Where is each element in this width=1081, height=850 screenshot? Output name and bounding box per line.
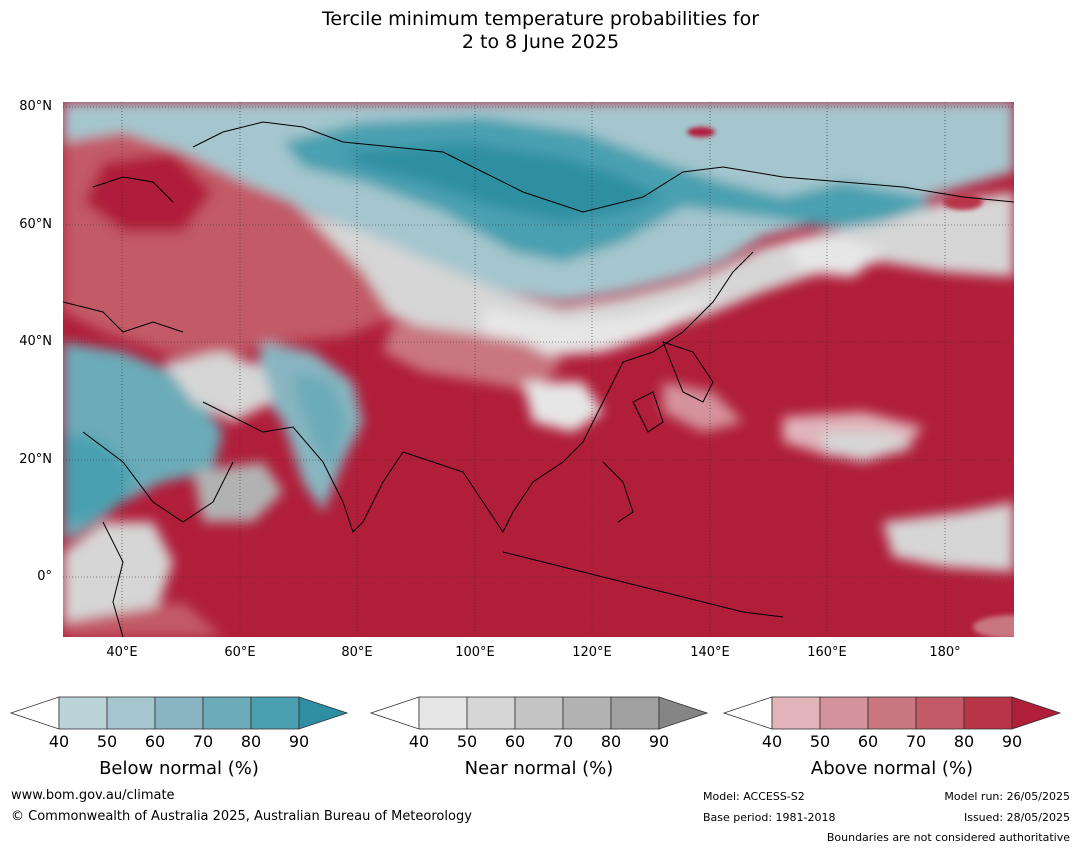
below-colorbar-segment-3 (154, 696, 204, 730)
probability-map (63, 102, 1014, 637)
near-tick-80: 80 (600, 732, 622, 751)
title-line-1: Tercile minimum temperature probabilitie… (321, 8, 760, 30)
near-colorbar-segment-2 (466, 696, 516, 730)
near-colorbar-segment-1 (418, 696, 468, 730)
below-colorbar-segment-5 (250, 696, 300, 730)
above-colorbar-segment-2 (819, 696, 869, 730)
colorbar-above-normal (723, 696, 1061, 730)
below-tick-70: 70 (192, 732, 214, 751)
near-tick-60: 60 (504, 732, 526, 751)
below-colorbar-high-triangle (298, 696, 348, 730)
colorbar-below-normal (10, 696, 348, 730)
near-normal-label: Near normal (%) (464, 758, 614, 779)
near-colorbar-high-triangle (658, 696, 708, 730)
lon-label-60e: 60°E (224, 645, 256, 660)
base-period-text: Base period: 1981-2018 (703, 811, 836, 824)
above-colorbar-segment-4 (915, 696, 965, 730)
lat-label-60n: 60°N (19, 217, 52, 232)
above-colorbar-segment-5 (963, 696, 1013, 730)
above-colorbar-high-triangle (1011, 696, 1061, 730)
copyright: © Commonwealth of Australia 2025, Austra… (11, 809, 472, 824)
above-colorbar-segment-1 (771, 696, 821, 730)
below-colorbar-low-triangle (10, 696, 60, 730)
lon-label-120e: 120°E (572, 645, 612, 660)
above-normal-label: Above normal (%) (810, 758, 974, 779)
above-tick-80: 80 (953, 732, 975, 751)
near-colorbar-segment-4 (562, 696, 612, 730)
below-colorbar-segment-2 (106, 696, 156, 730)
lon-label-160e: 160°E (807, 645, 847, 660)
below-tick-50: 50 (96, 732, 118, 751)
model-run-text: Model run: 26/05/2025 (944, 790, 1070, 803)
probability-regions (63, 102, 1014, 637)
lat-label-80n: 80°N (19, 99, 52, 114)
lon-label-180: 180° (929, 645, 961, 660)
grid-lines (63, 102, 1014, 637)
lon-label-40e: 40°E (106, 645, 138, 660)
above-tick-50: 50 (809, 732, 831, 751)
below-tick-60: 60 (144, 732, 166, 751)
lat-label-0: 0° (37, 569, 52, 584)
lat-label-20n: 20°N (19, 452, 52, 467)
boundaries-disclaimer: Boundaries are not considered authoritat… (826, 831, 1070, 844)
above-colorbar-low-triangle (723, 696, 773, 730)
issued-text: Issued: 28/05/2025 (963, 811, 1070, 824)
above-tick-60: 60 (857, 732, 879, 751)
below-colorbar-segment-1 (58, 696, 108, 730)
below-tick-80: 80 (240, 732, 262, 751)
model-text: Model: ACCESS-S2 (703, 790, 805, 803)
coastlines (63, 121, 1014, 637)
below-tick-40: 40 (48, 732, 70, 751)
lon-label-100e: 100°E (455, 645, 495, 660)
near-colorbar-low-triangle (370, 696, 420, 730)
map-svg (63, 102, 1014, 637)
lon-label-80e: 80°E (341, 645, 373, 660)
above-tick-40: 40 (761, 732, 783, 751)
near-colorbar-segment-3 (514, 696, 564, 730)
near-tick-40: 40 (408, 732, 430, 751)
near-colorbar-segment-5 (610, 696, 660, 730)
near-tick-70: 70 (552, 732, 574, 751)
above-tick-70: 70 (905, 732, 927, 751)
map-title: Tercile minimum temperature probabilitie… (0, 8, 1081, 54)
below-tick-90: 90 (288, 732, 310, 751)
near-tick-50: 50 (456, 732, 478, 751)
above-colorbar-segment-3 (867, 696, 917, 730)
bom-url: www.bom.gov.au/climate (11, 788, 175, 803)
below-normal-label: Below normal (%) (99, 758, 259, 779)
lon-label-140e: 140°E (690, 645, 730, 660)
colorbar-near-normal (370, 696, 708, 730)
below-colorbar-segment-4 (202, 696, 252, 730)
title-line-2: 2 to 8 June 2025 (461, 31, 620, 53)
near-tick-90: 90 (648, 732, 670, 751)
above-tick-90: 90 (1001, 732, 1023, 751)
lat-label-40n: 40°N (19, 334, 52, 349)
